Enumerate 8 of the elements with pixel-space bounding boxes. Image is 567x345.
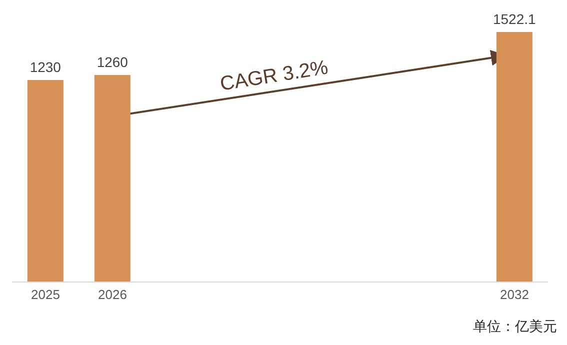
data-label: 1522.1 bbox=[492, 11, 536, 27]
x-tick-label: 2025 bbox=[31, 287, 60, 302]
data-label: 1230 bbox=[30, 58, 62, 75]
x-tick-label: 2026 bbox=[98, 287, 127, 302]
x-tick-label: 2032 bbox=[500, 287, 529, 302]
data-label: 1260 bbox=[96, 54, 128, 70]
text: 单位：亿美元 bbox=[473, 318, 557, 336]
annotation: CAGR 3.2% bbox=[218, 56, 330, 96]
